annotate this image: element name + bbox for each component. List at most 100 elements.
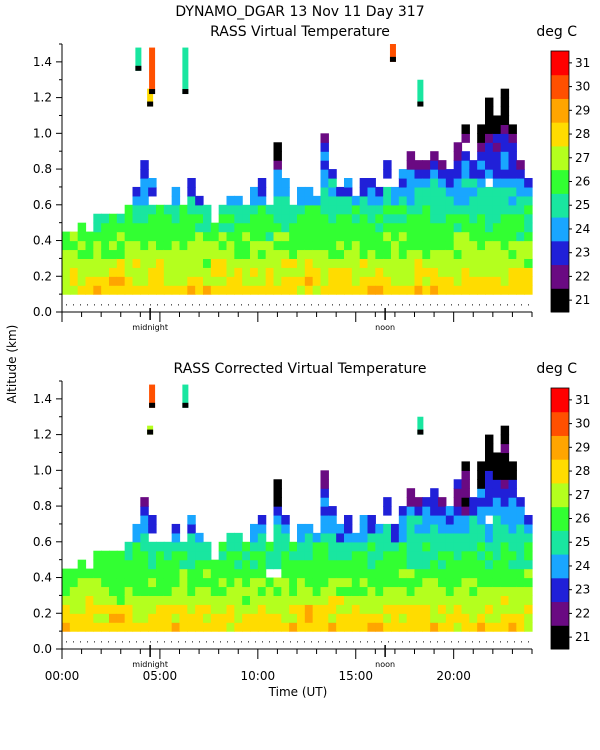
heatmap-cell [430, 532, 439, 543]
heatmap-cell [124, 204, 134, 215]
heatmap-cell [508, 276, 517, 286]
heatmap-cell [453, 559, 463, 570]
heatmap-cell [492, 577, 502, 588]
heatmap-cell [234, 231, 243, 242]
heatmap-cell [492, 195, 502, 206]
heatmap-cell [406, 550, 416, 561]
heatmap-cell [304, 613, 314, 623]
heatmap-cell [203, 213, 212, 224]
heatmap-cell [524, 577, 533, 588]
heatmap-cell [500, 541, 510, 552]
heatmap-cell [273, 186, 282, 197]
heatmap-cell [132, 240, 141, 251]
heatmap-cell [351, 595, 361, 605]
heatmap-cell [85, 240, 94, 251]
heatmap-cell [69, 240, 79, 251]
heatmap-cell [171, 240, 181, 251]
heatmap-cell [438, 169, 447, 179]
heatmap-cell [500, 204, 510, 215]
heatmap-cell [226, 267, 235, 277]
heatmap-cell [414, 550, 423, 561]
heatmap-cell [406, 532, 416, 543]
heatmap-cell [445, 523, 455, 534]
heatmap-cell [383, 160, 392, 170]
heatmap-cell [453, 488, 463, 498]
heatmap-cell [367, 240, 376, 251]
heatmap-cell [109, 586, 118, 596]
heatmap-cell [250, 532, 259, 543]
heatmap-cell [148, 249, 157, 259]
heatmap-cell [414, 249, 423, 259]
heatmap-cell [500, 622, 510, 632]
heatmap-cell [406, 213, 416, 224]
heatmap-cell [500, 506, 510, 516]
colorbar-swatch [551, 530, 569, 555]
heatmap-cell [430, 231, 439, 242]
heatmap-cell [101, 568, 110, 579]
heatmap-cell [156, 222, 165, 233]
heatmap-cell [359, 186, 369, 197]
heatmap-cell [226, 568, 235, 579]
heatmap-cell [77, 249, 87, 259]
heatmap-cell [265, 258, 275, 268]
heatmap-cell [398, 523, 408, 534]
heatmap-cell [469, 160, 478, 170]
colorbar-swatch [551, 193, 569, 218]
heatmap-cell [391, 267, 400, 277]
heatmap-cell [516, 595, 525, 605]
heatmap-cell [492, 559, 502, 570]
heatmap-cell [273, 258, 282, 268]
heatmap-cell [516, 550, 525, 561]
heatmap-cell [116, 568, 126, 579]
heatmap-cell [226, 258, 235, 268]
heatmap-cell [304, 577, 314, 588]
heatmap-cell [336, 276, 345, 286]
heatmap-cell [508, 613, 517, 623]
heatmap-cell [492, 523, 502, 534]
heatmap-cell [148, 568, 157, 579]
heatmap-cell [218, 267, 228, 277]
heatmap-cell [445, 506, 455, 516]
heatmap-cell [492, 586, 502, 596]
heatmap-cell [461, 249, 470, 259]
heatmap-cell [148, 622, 157, 632]
heatmap-cell [508, 532, 517, 543]
heatmap-cell [367, 276, 376, 286]
heatmap-cell [492, 452, 502, 462]
heatmap-cell [453, 586, 463, 596]
heatmap-cell [85, 267, 94, 277]
heatmap-cell [430, 169, 439, 179]
heatmap-cell [156, 604, 165, 614]
heatmap-cell [328, 231, 337, 242]
heatmap-cell [414, 506, 423, 516]
heatmap-cell [414, 559, 423, 570]
heatmap-cell [336, 613, 345, 623]
heatmap-cell [445, 249, 455, 259]
heatmap-cell [477, 550, 486, 561]
heatmap-cell [383, 613, 392, 623]
heatmap-cell [453, 204, 463, 215]
heatmap-cell [383, 276, 392, 286]
heatmap-cell [265, 622, 275, 632]
heatmap-cell [485, 106, 494, 117]
heatmap-cell [109, 595, 118, 605]
heatmap-cell [485, 142, 494, 152]
heatmap-cell [398, 559, 408, 570]
heatmap-cell [469, 195, 478, 206]
heatmap-cell [320, 231, 329, 242]
heatmap-cell [93, 568, 102, 579]
heatmap-fragment [182, 47, 189, 95]
heatmap-cell [438, 267, 447, 277]
heatmap-cell [109, 613, 118, 623]
heatmap-cell [93, 586, 102, 596]
heatmap-cell [367, 541, 376, 552]
heatmap-cell [422, 497, 431, 507]
heatmap-cell [273, 142, 282, 152]
heatmap-cell [320, 613, 329, 623]
heatmap-cell [242, 222, 251, 233]
heatmap-cell [320, 577, 329, 588]
heatmap-cell [414, 160, 423, 170]
heatmap-cell [453, 169, 463, 179]
heatmap-cell [320, 488, 329, 498]
heatmap-cell [226, 541, 235, 552]
